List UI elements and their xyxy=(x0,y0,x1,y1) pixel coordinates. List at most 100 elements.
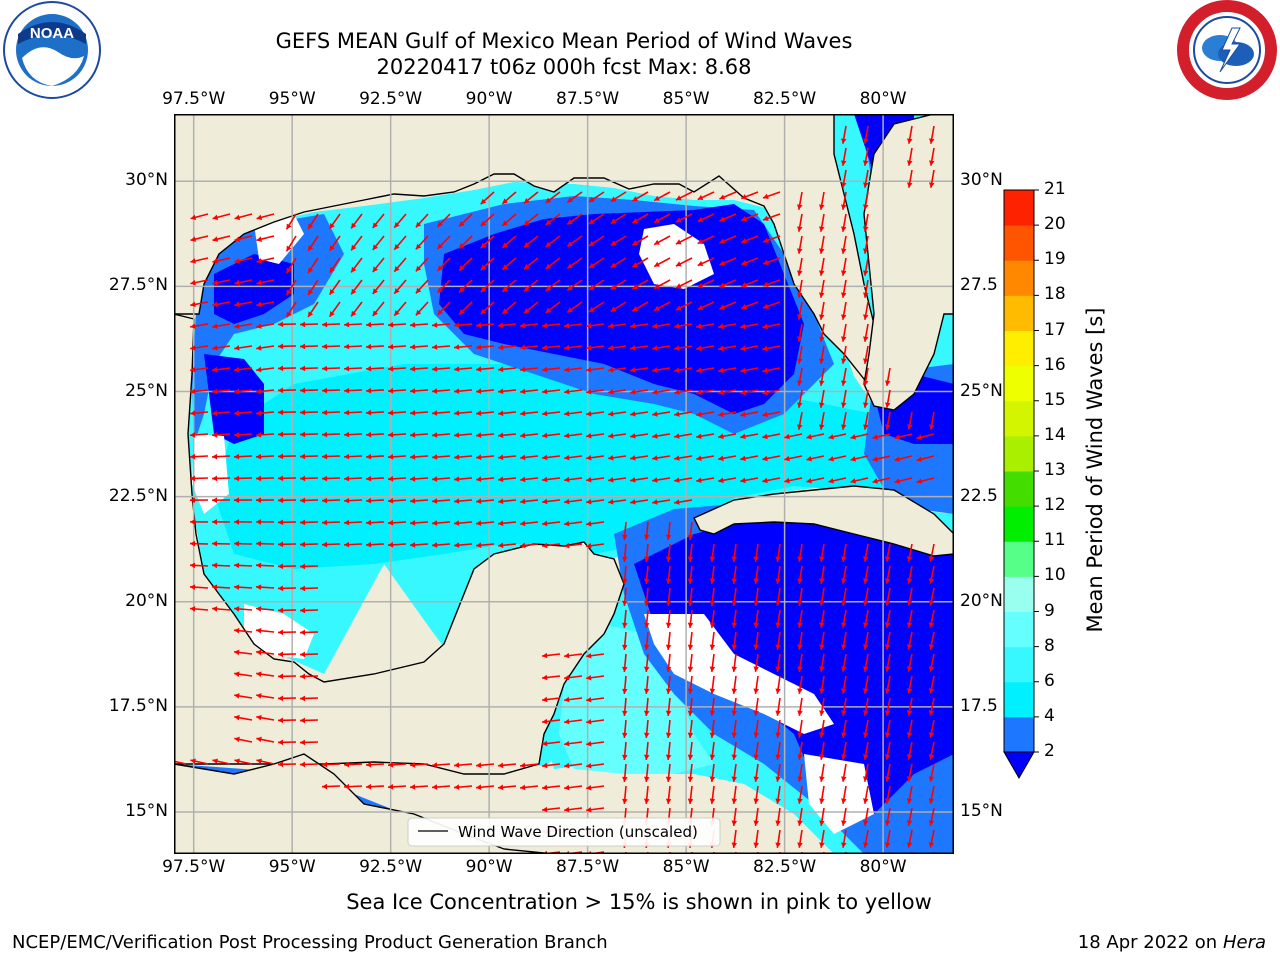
lat-tick-label: 17.5°N xyxy=(108,695,168,716)
wave-direction-arrow xyxy=(608,477,627,483)
wave-direction-arrow xyxy=(564,388,583,395)
lat-tick-label: 30°N xyxy=(960,170,1003,191)
wave-direction-arrow xyxy=(387,432,407,438)
wave-direction-arrow xyxy=(343,475,363,482)
wave-direction-arrow xyxy=(796,389,803,408)
wave-direction-arrow xyxy=(387,322,407,328)
wave-direction-arrow xyxy=(753,785,759,804)
wave-direction-arrow xyxy=(862,697,869,716)
lat-tick-label: 15°N xyxy=(960,800,1003,821)
wave-direction-arrow xyxy=(234,388,253,395)
wave-direction-arrow xyxy=(841,653,847,672)
wave-direction-arrow xyxy=(174,760,187,765)
wave-direction-arrow xyxy=(321,453,341,460)
wave-direction-arrow xyxy=(697,191,715,201)
wave-direction-arrow xyxy=(393,279,407,295)
wave-direction-arrow xyxy=(674,455,693,461)
wave-direction-arrow xyxy=(343,409,363,416)
wave-direction-arrow xyxy=(731,785,738,804)
wave-direction-arrow xyxy=(285,301,297,318)
wave-direction-arrow xyxy=(928,829,935,848)
wave-direction-arrow xyxy=(498,322,517,329)
wave-direction-arrow xyxy=(234,345,253,351)
wave-direction-arrow xyxy=(719,235,737,244)
wave-direction-arrow xyxy=(643,543,650,562)
wave-direction-arrow xyxy=(256,649,275,656)
lon-tick-label: 87.5°W xyxy=(556,89,620,109)
wave-direction-arrow xyxy=(321,783,341,790)
wave-direction-arrow xyxy=(740,433,759,440)
wave-direction-arrow xyxy=(622,609,628,628)
wave-direction-arrow xyxy=(652,345,671,351)
wave-direction-arrow xyxy=(520,454,539,461)
wave-direction-arrow xyxy=(365,475,385,482)
wave-direction-arrow xyxy=(753,543,759,562)
wave-direction-arrow xyxy=(586,718,605,725)
wave-direction-arrow xyxy=(211,540,231,547)
wave-direction-arrow xyxy=(862,763,869,782)
wave-direction-arrow xyxy=(687,587,694,606)
wave-direction-arrow xyxy=(501,257,517,271)
wave-direction-arrow xyxy=(409,322,429,328)
wave-direction-arrow xyxy=(498,432,517,439)
wave-direction-arrow xyxy=(818,257,825,276)
wave-direction-arrow xyxy=(818,411,825,430)
wave-direction-arrow xyxy=(476,432,495,439)
wave-direction-arrow xyxy=(498,366,517,373)
wave-direction-arrow xyxy=(796,191,803,210)
wave-direction-arrow xyxy=(928,631,935,650)
lat-tick-label: 27.5 xyxy=(960,275,998,296)
wave-direction-arrow xyxy=(622,631,628,650)
wave-direction-arrow xyxy=(884,785,891,804)
wave-direction-arrow xyxy=(564,410,583,417)
wave-direction-arrow xyxy=(928,675,935,694)
wave-direction-arrow xyxy=(841,543,847,562)
wave-direction-arrow xyxy=(862,411,869,430)
wave-direction-arrow xyxy=(256,671,275,677)
wave-direction-arrow xyxy=(234,410,253,416)
wave-direction-arrow xyxy=(350,279,363,295)
wave-direction-arrow xyxy=(884,807,891,826)
wave-direction-arrow xyxy=(409,344,429,350)
wave-direction-arrow xyxy=(545,301,561,314)
wave-direction-arrow xyxy=(256,235,275,242)
coastline xyxy=(174,114,954,854)
wave-direction-arrow xyxy=(431,784,451,790)
colorbar-tick-label: 8 xyxy=(1044,635,1055,656)
wave-direction-arrow xyxy=(753,741,759,760)
wave-direction-arrow xyxy=(819,609,825,628)
wave-direction-arrow xyxy=(862,191,869,210)
wave-direction-arrow xyxy=(630,345,649,351)
wave-direction-arrow xyxy=(740,477,759,484)
wave-direction-arrow xyxy=(328,301,341,318)
lat-tick-label: 20°N xyxy=(125,590,168,611)
wave-direction-arrow xyxy=(566,279,583,292)
wave-direction-arrow xyxy=(299,739,319,746)
wave-direction-arrow xyxy=(299,541,319,548)
wave-direction-arrow xyxy=(797,609,803,628)
wave-direction-arrow xyxy=(564,762,583,769)
wave-direction-arrow xyxy=(299,431,319,438)
wave-direction-arrow xyxy=(211,606,231,612)
wave-direction-arrow xyxy=(393,213,407,229)
wave-direction-arrow xyxy=(841,565,847,584)
wave-direction-arrow xyxy=(299,585,319,592)
wave-direction-arrow xyxy=(687,653,694,672)
wave-direction-arrow xyxy=(850,477,869,484)
wave-direction-arrow xyxy=(610,191,627,203)
wave-direction-arrow xyxy=(564,454,583,461)
wave-direction-arrow xyxy=(256,693,275,699)
wave-direction-arrow xyxy=(884,587,891,606)
wave-direction-arrow xyxy=(189,497,209,503)
wave-direction-arrow xyxy=(299,387,319,394)
wave-direction-arrow xyxy=(212,345,231,351)
wave-direction-arrow xyxy=(564,542,583,549)
wave-direction-arrow xyxy=(796,345,803,364)
wave-direction-arrow xyxy=(731,807,738,826)
wave-direction-arrow xyxy=(520,476,539,483)
wave-direction-arrow xyxy=(740,367,759,374)
wave-direction-arrow xyxy=(818,279,825,298)
wave-direction-arrow xyxy=(234,714,253,721)
wave-direction-arrow xyxy=(643,675,650,694)
wave-direction-arrow xyxy=(709,697,716,716)
